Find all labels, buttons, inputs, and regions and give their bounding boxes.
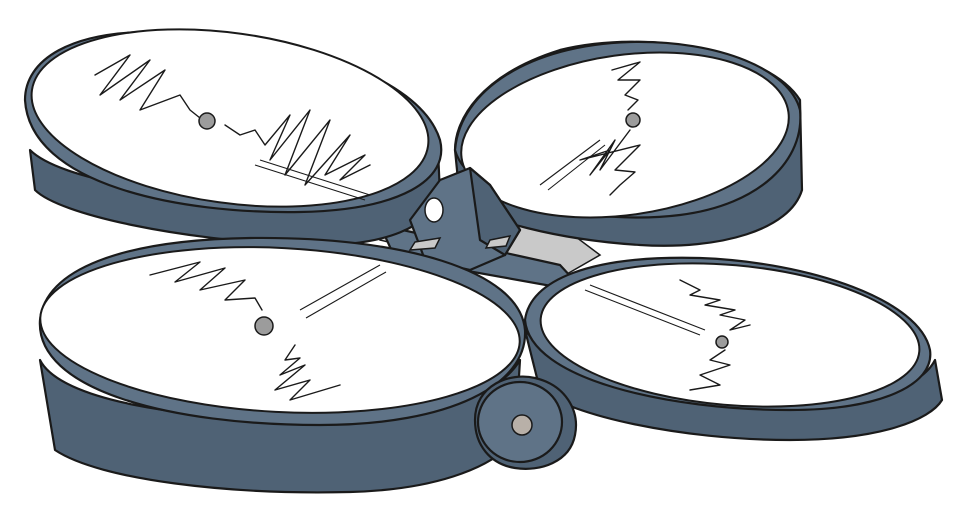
rotor-hub-bottom-right: [715, 335, 729, 349]
rotor-hub-bottom-left: [254, 316, 274, 336]
propeller-guard-bottom-left: [38, 236, 527, 494]
propeller-guard-bottom-right: [523, 256, 944, 442]
propeller-guard-top-right: [453, 40, 804, 247]
propeller-guard-top-left: [23, 28, 443, 247]
rotor-hub-top-right: [625, 112, 641, 128]
camera-pod: [473, 375, 578, 470]
center-body: [408, 166, 522, 272]
rotor-hub-top-left: [198, 112, 216, 130]
body-light-icon: [424, 197, 444, 223]
camera-lens-icon: [511, 414, 533, 436]
